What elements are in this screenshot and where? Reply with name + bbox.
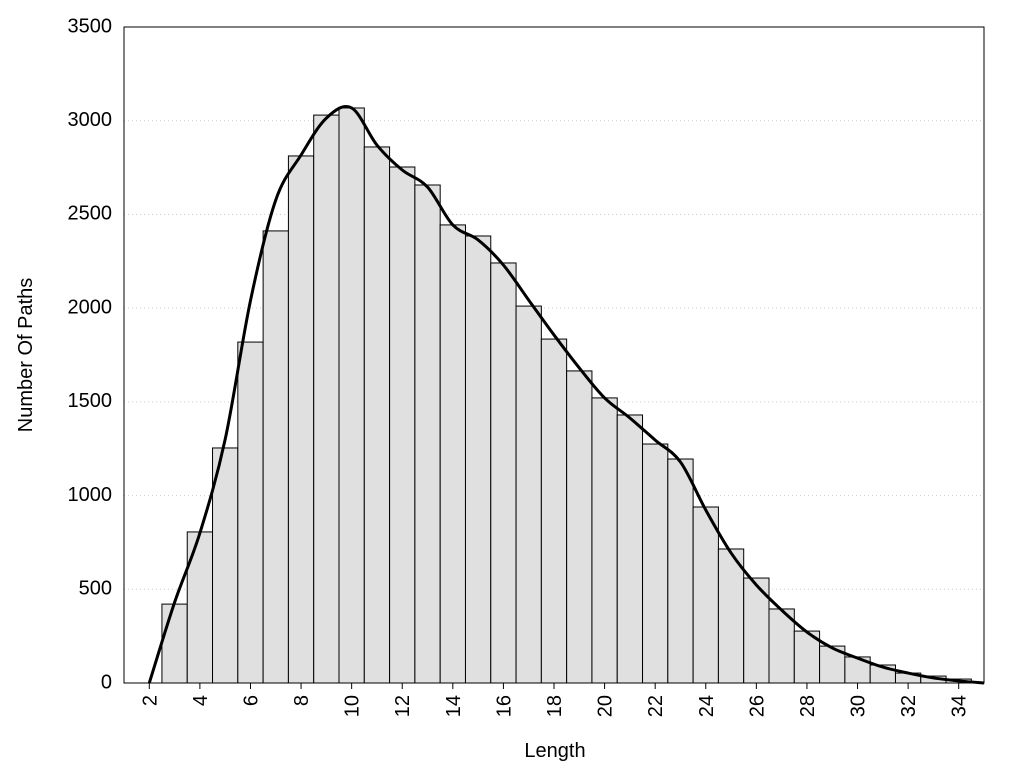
x-tick-label: 6: [240, 695, 262, 706]
bar: [540, 338, 568, 684]
bar: [667, 458, 694, 684]
y-tick-label: 3500: [68, 15, 113, 37]
x-tick-label: 10: [342, 695, 364, 717]
x-axis-label: Length: [524, 740, 585, 762]
y-tick-label: 2500: [68, 203, 113, 225]
y-tick-label: 0: [101, 671, 112, 693]
x-tick-label: 8: [291, 695, 313, 706]
bar: [768, 608, 795, 684]
bar: [212, 447, 239, 684]
x-tick-label: 22: [645, 695, 667, 717]
bar: [287, 155, 315, 684]
y-tick-label: 2000: [68, 296, 113, 318]
bar: [692, 506, 719, 684]
y-tick-label: 3000: [68, 109, 113, 131]
x-tick-label: 12: [392, 695, 414, 717]
bar: [566, 370, 593, 684]
bar: [313, 114, 340, 684]
bar: [464, 235, 492, 684]
bar: [389, 166, 416, 684]
x-tick-label: 26: [746, 695, 768, 717]
bar: [642, 443, 669, 684]
y-tick-label: 1000: [68, 484, 113, 506]
x-tick-label: 30: [848, 695, 870, 717]
plot-frame: [123, 26, 985, 684]
bar: [363, 146, 391, 684]
bar: [414, 184, 441, 684]
x-tick-label: 24: [696, 695, 718, 717]
x-tick-label: 34: [949, 695, 971, 717]
density-line: [147, 105, 985, 685]
bar: [237, 341, 264, 684]
bar: [439, 224, 466, 684]
bar: [338, 107, 365, 684]
x-tick-label: 18: [544, 695, 566, 717]
y-axis-label: Number Of Paths: [15, 278, 37, 433]
bar: [591, 397, 618, 684]
bar: [616, 414, 644, 684]
bar: [262, 230, 289, 684]
y-tick-label: 1500: [68, 390, 113, 412]
x-tick-label: 2: [139, 695, 161, 706]
x-tick-label: 20: [595, 695, 617, 717]
bar: [161, 603, 188, 684]
y-tick-label: 500: [79, 578, 112, 600]
bar: [717, 548, 745, 684]
x-tick-label: 32: [898, 695, 920, 717]
bar: [490, 262, 517, 684]
x-tick-label: 16: [493, 695, 515, 717]
x-tick-label: 14: [443, 695, 465, 717]
bar: [515, 305, 542, 684]
x-tick-label: 28: [797, 695, 819, 717]
x-tick-label: 4: [190, 695, 212, 706]
